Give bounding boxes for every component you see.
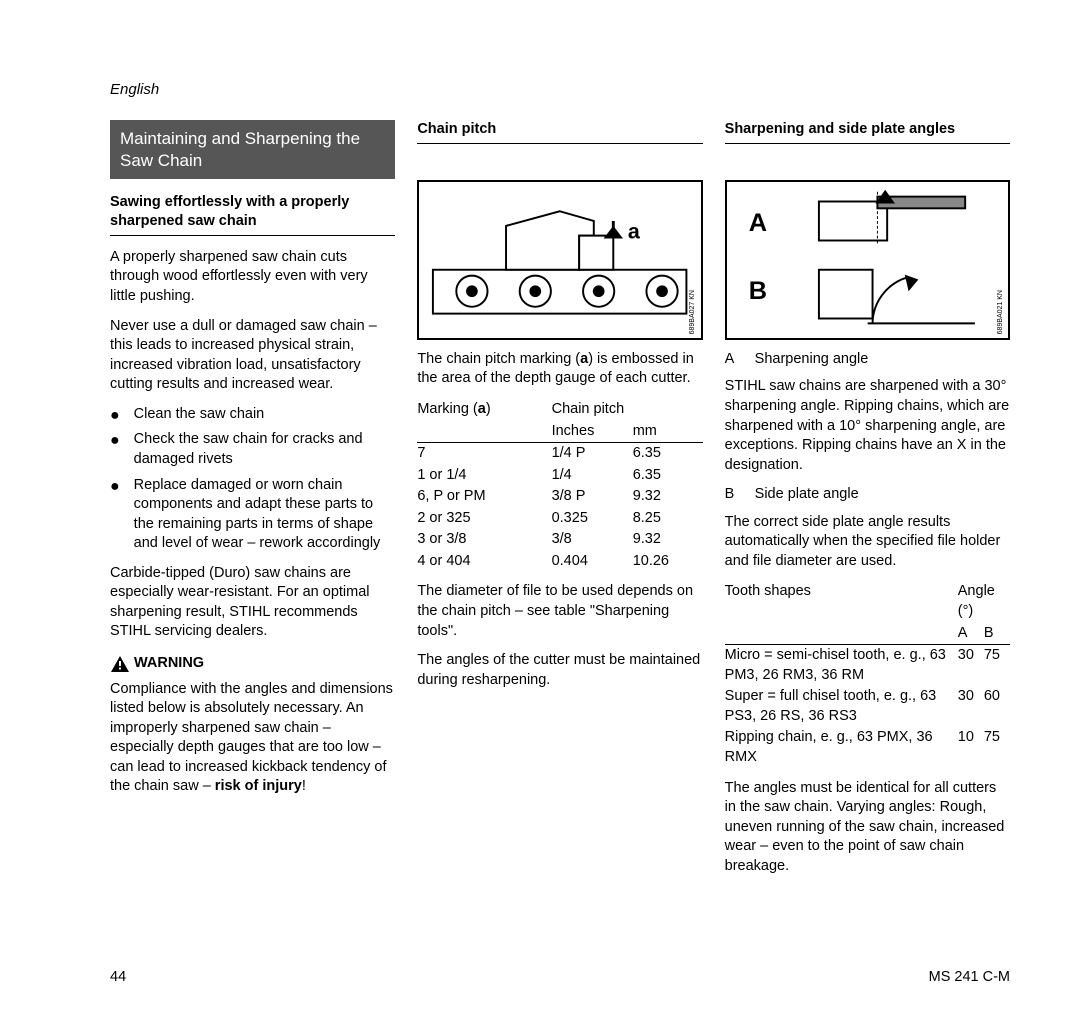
warning-header: WARNING	[110, 654, 395, 674]
bullet-icon: ●	[110, 476, 120, 554]
table-cell: 7	[417, 443, 551, 465]
chain-pitch-table: Marking (a) Chain pitch Inches mm 71/4 P…	[417, 399, 702, 573]
table-cell: 30	[958, 686, 984, 727]
th-tooth: Tooth shapes	[725, 581, 958, 622]
th-chainpitch: Chain pitch	[552, 399, 703, 421]
bullet-3: Replace damaged or worn chain components…	[134, 476, 396, 554]
bullet-2: Check the saw chain for cracks and damag…	[134, 430, 396, 469]
svg-text:A: A	[748, 209, 766, 237]
svg-text:a: a	[628, 219, 641, 243]
th-a: A	[958, 623, 984, 645]
para-intro-2: Never use a dull or damaged saw chain – …	[110, 317, 395, 395]
para-identical-angles: The angles must be identical for all cut…	[725, 779, 1010, 877]
table-cell: Ripping chain, e. g., 63 PMX, 36 RMX	[725, 727, 958, 768]
label-a: A Sharpening angle	[725, 350, 1010, 370]
table-cell: 9.32	[633, 486, 703, 508]
th-marking: Marking (a)	[417, 399, 551, 421]
column-2: Chain pitch	[417, 120, 702, 886]
bullet-icon: ●	[110, 430, 120, 469]
angle-table: Tooth shapes Angle (°) A B Micro = semi-…	[725, 581, 1010, 768]
table-cell: 10.26	[633, 551, 703, 573]
footer: 44 MS 241 C-M	[110, 968, 1010, 988]
figure-code-2: 689BA021 KN	[996, 290, 1005, 334]
para-side-plate: The correct side plate angle results aut…	[725, 513, 1010, 572]
table-cell: 8.25	[633, 508, 703, 530]
table-cell: 30	[958, 645, 984, 687]
column-1: Maintaining and Sharpening the Saw Chain…	[110, 120, 395, 886]
bullet-1: Clean the saw chain	[134, 405, 396, 425]
columns: Maintaining and Sharpening the Saw Chain…	[110, 120, 1010, 886]
svg-text:B: B	[748, 277, 766, 305]
table-cell: 1/4 P	[552, 443, 633, 465]
table-cell: 3 or 3/8	[417, 529, 551, 551]
bullet-icon: ●	[110, 405, 120, 425]
table-cell: 2 or 325	[417, 508, 551, 530]
figure-chain-pitch: a 689BA027 KN	[417, 180, 702, 340]
para-intro-1: A properly sharpened saw chain cuts thro…	[110, 248, 395, 307]
table-cell: 6, P or PM	[417, 486, 551, 508]
table-cell: 75	[984, 645, 1010, 687]
th-angle: Angle (°)	[958, 581, 1010, 622]
heading-angles: Sharpening and side plate angles	[725, 120, 1010, 144]
table-cell: 3/8	[552, 529, 633, 551]
figure-angles: A B 689BA021 KN	[725, 180, 1010, 340]
table-cell: 6.35	[633, 443, 703, 465]
table-cell: 9.32	[633, 529, 703, 551]
figure-code-1: 689BA027 KN	[688, 290, 697, 334]
heading-chain-pitch: Chain pitch	[417, 120, 702, 144]
page-number: 44	[110, 968, 126, 988]
warning-label: WARNING	[134, 654, 204, 674]
para-marking: The chain pitch marking (a) is embossed …	[417, 350, 702, 389]
bullet-list: ● Clean the saw chain ● Check the saw chai…	[110, 405, 395, 554]
warning-icon	[110, 655, 130, 673]
para-carbide: Carbide-tipped (Duro) saw chains are esp…	[110, 564, 395, 642]
language-label: English	[110, 80, 1010, 100]
para-sharpening-angle: STIHL saw chains are sharpened with a 30…	[725, 377, 1010, 475]
table-cell: 10	[958, 727, 984, 768]
model-label: MS 241 C-M	[929, 968, 1010, 988]
table-cell: 75	[984, 727, 1010, 768]
table-cell: 60	[984, 686, 1010, 727]
table-cell: 0.404	[552, 551, 633, 573]
th-inches: Inches	[552, 421, 633, 443]
label-b: B Side plate angle	[725, 485, 1010, 505]
column-3: Sharpening and side plate angles A B	[725, 120, 1010, 886]
th-b: B	[984, 623, 1010, 645]
table-cell: 1/4	[552, 465, 633, 487]
table-cell: 6.35	[633, 465, 703, 487]
table-cell: 3/8 P	[552, 486, 633, 508]
warning-text: Compliance with the angles and dimension…	[110, 680, 395, 797]
table-cell: Super = full chisel tooth, e. g., 63 PS3…	[725, 686, 958, 727]
table-cell: Micro = semi-chisel tooth, e. g., 63 PM3…	[725, 645, 958, 687]
table-cell: 0.325	[552, 508, 633, 530]
subheading-1: Sawing effortlessly with a properly shar…	[110, 193, 395, 236]
para-angles-maintain: The angles of the cutter must be maintai…	[417, 651, 702, 690]
th-mm: mm	[633, 421, 703, 443]
para-file-diameter: The diameter of file to be used depends …	[417, 582, 702, 641]
table-cell: 1 or 1/4	[417, 465, 551, 487]
table-cell: 4 or 404	[417, 551, 551, 573]
section-title: Maintaining and Sharpening the Saw Chain	[110, 120, 395, 179]
